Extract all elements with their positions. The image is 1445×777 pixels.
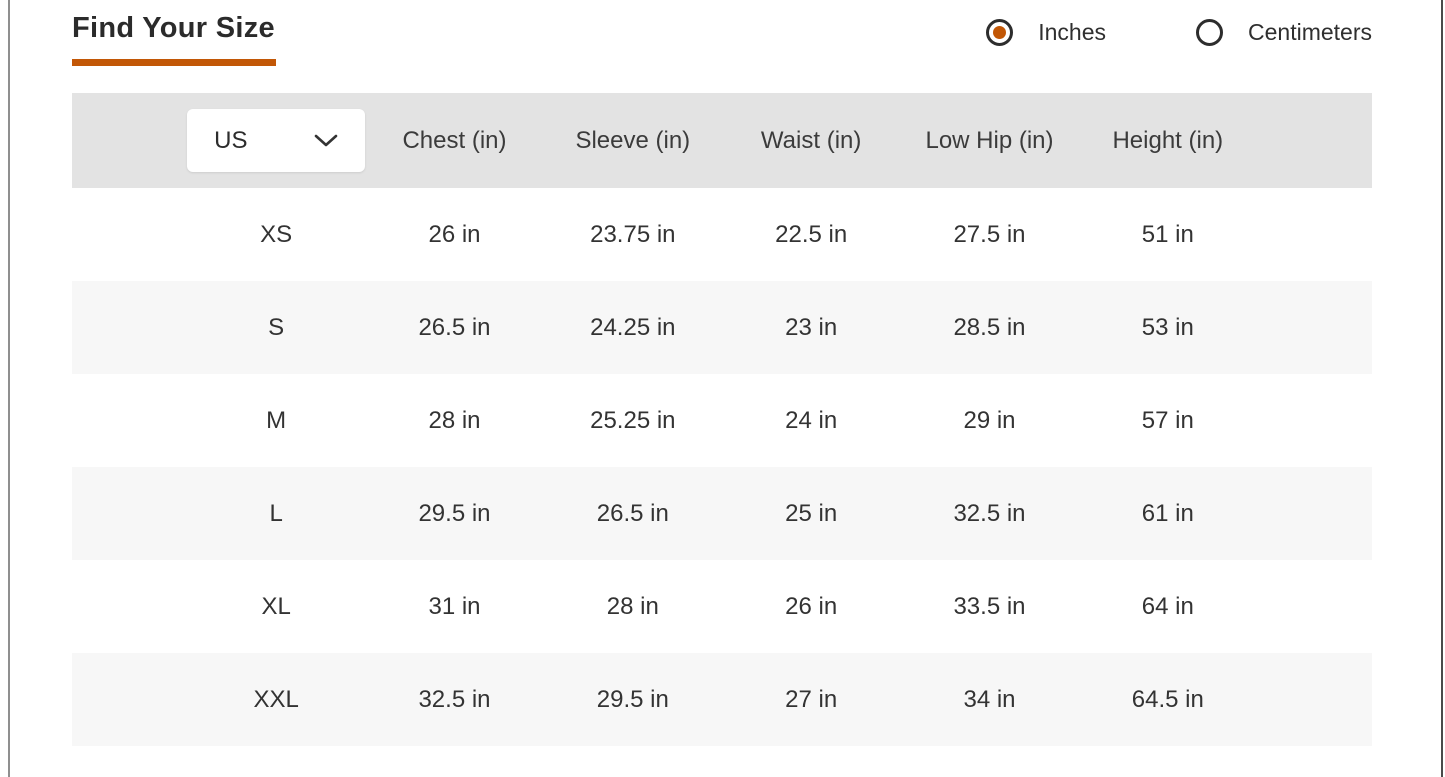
sleeve-value: 24.25 in [590, 313, 676, 341]
title-block: Find Your Size [72, 12, 276, 66]
unit-option-inches[interactable]: Inches [986, 19, 1106, 46]
sleeve-value: 23.75 in [590, 220, 676, 248]
table-row-xxl: XXL 32.5 in 29.5 in 27 in 34 in 64.5 in [72, 653, 1372, 746]
size-system-cell: US [187, 109, 366, 172]
table-row-xs: XS 26 in 23.75 in 22.5 in 27.5 in 51 in [72, 188, 1372, 281]
table-header-row: US Chest (in) Sleeve (in) Waist (in) Low… [72, 93, 1372, 188]
table-row-s: S 26.5 in 24.25 in 23 in 28.5 in 53 in [72, 281, 1372, 374]
chest-value: 28 in [428, 406, 481, 434]
size-chart-table: US Chest (in) Sleeve (in) Waist (in) Low… [72, 93, 1372, 746]
chest-value: 32.5 in [418, 685, 491, 713]
title-underline [72, 59, 276, 66]
size-label: M [266, 406, 287, 434]
column-header-chest: Chest (in) [402, 126, 507, 154]
radio-centimeters-icon[interactable] [1196, 19, 1224, 46]
sleeve-value: 28 in [606, 592, 659, 620]
low-hip-value: 29 in [963, 406, 1016, 434]
low-hip-value: 28.5 in [953, 313, 1026, 341]
size-system-selected-value: US [214, 126, 248, 154]
size-guide-header: Find Your Size Inches Centimeters [0, 0, 1445, 66]
column-header-sleeve: Sleeve (in) [575, 126, 691, 154]
right-edge-divider [1441, 0, 1443, 777]
low-hip-value: 33.5 in [953, 592, 1026, 620]
chest-value: 29.5 in [418, 499, 491, 527]
chest-value: 26 in [428, 220, 481, 248]
unit-option-label: Inches [1038, 19, 1107, 45]
height-value: 51 in [1141, 220, 1194, 248]
size-label: XXL [253, 685, 299, 713]
table-row-l: L 29.5 in 26.5 in 25 in 32.5 in 61 in [72, 467, 1372, 560]
waist-value: 24 in [785, 406, 838, 434]
height-value: 61 in [1141, 499, 1194, 527]
height-value: 64 in [1141, 592, 1194, 620]
left-edge-divider [8, 0, 10, 777]
table-row-m: M 28 in 25.25 in 24 in 29 in 57 in [72, 374, 1372, 467]
sleeve-value: 26.5 in [596, 499, 669, 527]
chest-value: 31 in [428, 592, 481, 620]
page-title: Find Your Size [72, 12, 275, 44]
radio-inches-icon[interactable] [986, 19, 1014, 46]
column-header-low-hip: Low Hip (in) [925, 126, 1054, 154]
low-hip-value: 27.5 in [953, 220, 1026, 248]
low-hip-value: 32.5 in [953, 499, 1026, 527]
size-label: L [269, 499, 283, 527]
column-header-waist: Waist (in) [760, 126, 862, 154]
height-value: 64.5 in [1131, 685, 1204, 713]
table-row-xl: XL 31 in 28 in 26 in 33.5 in 64 in [72, 560, 1372, 653]
unit-option-centimeters[interactable]: Centimeters [1196, 19, 1372, 46]
unit-option-label: Centimeters [1248, 19, 1372, 45]
waist-value: 23 in [785, 313, 838, 341]
waist-value: 25 in [785, 499, 838, 527]
waist-value: 22.5 in [775, 220, 848, 248]
waist-value: 26 in [785, 592, 838, 620]
chest-value: 26.5 in [418, 313, 491, 341]
size-label: XS [260, 220, 293, 248]
size-label: S [268, 313, 285, 341]
size-system-dropdown[interactable]: US [187, 109, 366, 172]
chevron-down-icon [314, 134, 338, 147]
size-label: XL [261, 592, 291, 620]
waist-value: 27 in [785, 685, 838, 713]
low-hip-value: 34 in [963, 685, 1016, 713]
sleeve-value: 29.5 in [596, 685, 669, 713]
sleeve-value: 25.25 in [590, 406, 676, 434]
height-value: 53 in [1141, 313, 1194, 341]
height-value: 57 in [1141, 406, 1194, 434]
unit-toggle-group: Inches Centimeters [986, 19, 1372, 46]
column-header-height: Height (in) [1112, 126, 1224, 154]
